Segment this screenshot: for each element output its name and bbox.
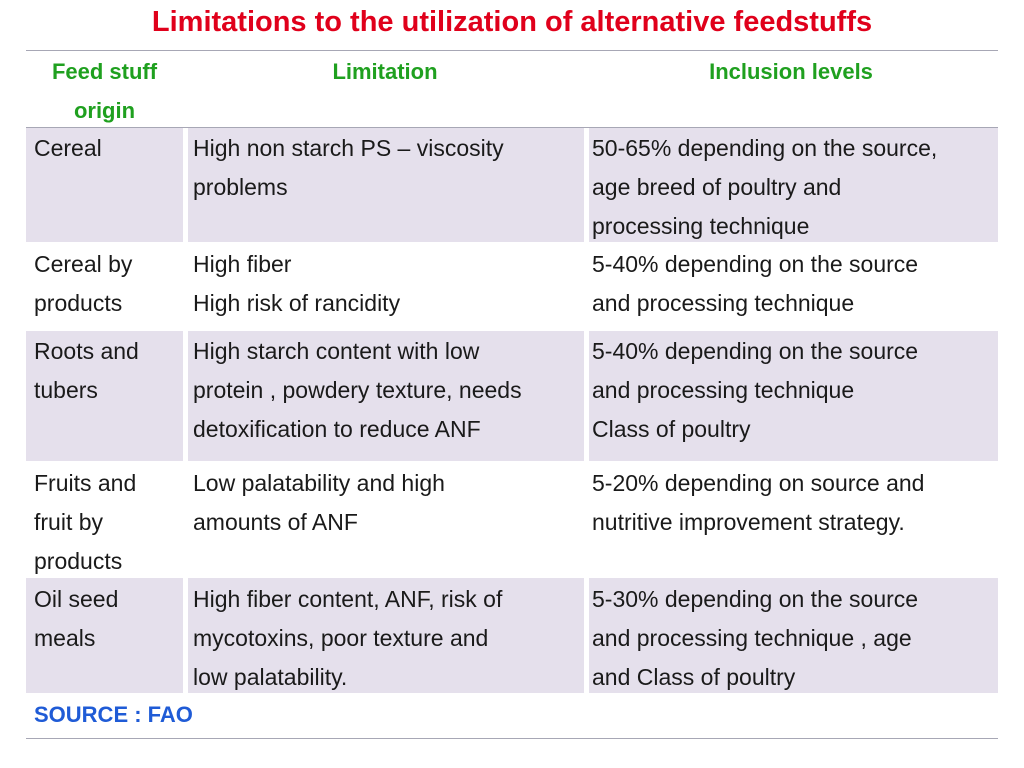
cell-limitation: High starch content with low protein , p… bbox=[193, 338, 522, 442]
table-row: Roots and tubers High starch content wit… bbox=[26, 331, 998, 461]
cell-inclusion: 5-20% depending on source and nutritive … bbox=[592, 470, 925, 535]
top-divider bbox=[26, 50, 998, 51]
cell-inclusion: 5-40% depending on the source and proces… bbox=[592, 338, 919, 442]
table-row: Cereal by products High fiber High risk … bbox=[26, 242, 998, 329]
header-inclusion-levels: Inclusion levels bbox=[709, 59, 873, 84]
source-label: SOURCE : FAO bbox=[34, 702, 193, 727]
cell-inclusion: 5-30% depending on the source and proces… bbox=[592, 586, 919, 690]
header-limitation: Limitation bbox=[332, 59, 438, 84]
table-row: Cereal High non starch PS – viscosity pr… bbox=[26, 128, 998, 242]
cell-origin: Fruits and fruit by products bbox=[34, 470, 137, 574]
header-feed-stuff-origin: Feed stuff origin bbox=[26, 52, 183, 130]
header-col1-line2: origin bbox=[73, 98, 136, 123]
cell-origin: Cereal bbox=[34, 135, 102, 161]
header-divider bbox=[26, 127, 998, 128]
header-col1-line1: Feed stuff bbox=[51, 59, 158, 84]
cell-limitation: Low palatability and high amounts of ANF bbox=[193, 470, 445, 535]
table-row: Fruits and fruit by products Low palatab… bbox=[26, 461, 998, 578]
cell-origin: Oil seed meals bbox=[34, 586, 119, 651]
cell-origin: Cereal by products bbox=[34, 251, 133, 316]
cell-inclusion: 50-65% depending on the source, age bree… bbox=[592, 135, 938, 239]
cell-origin: Roots and tubers bbox=[34, 338, 139, 403]
bottom-divider bbox=[26, 738, 998, 739]
cell-limitation: High fiber High risk of rancidity bbox=[193, 251, 401, 316]
cell-limitation: High non starch PS – viscosity problems bbox=[193, 135, 504, 200]
cell-inclusion: 5-40% depending on the source and proces… bbox=[592, 251, 919, 316]
cell-limitation: High fiber content, ANF, risk of mycotox… bbox=[193, 586, 503, 690]
page-title: Limitations to the utilization of altern… bbox=[151, 6, 873, 38]
table-row: Oil seed meals High fiber content, ANF, … bbox=[26, 578, 998, 693]
